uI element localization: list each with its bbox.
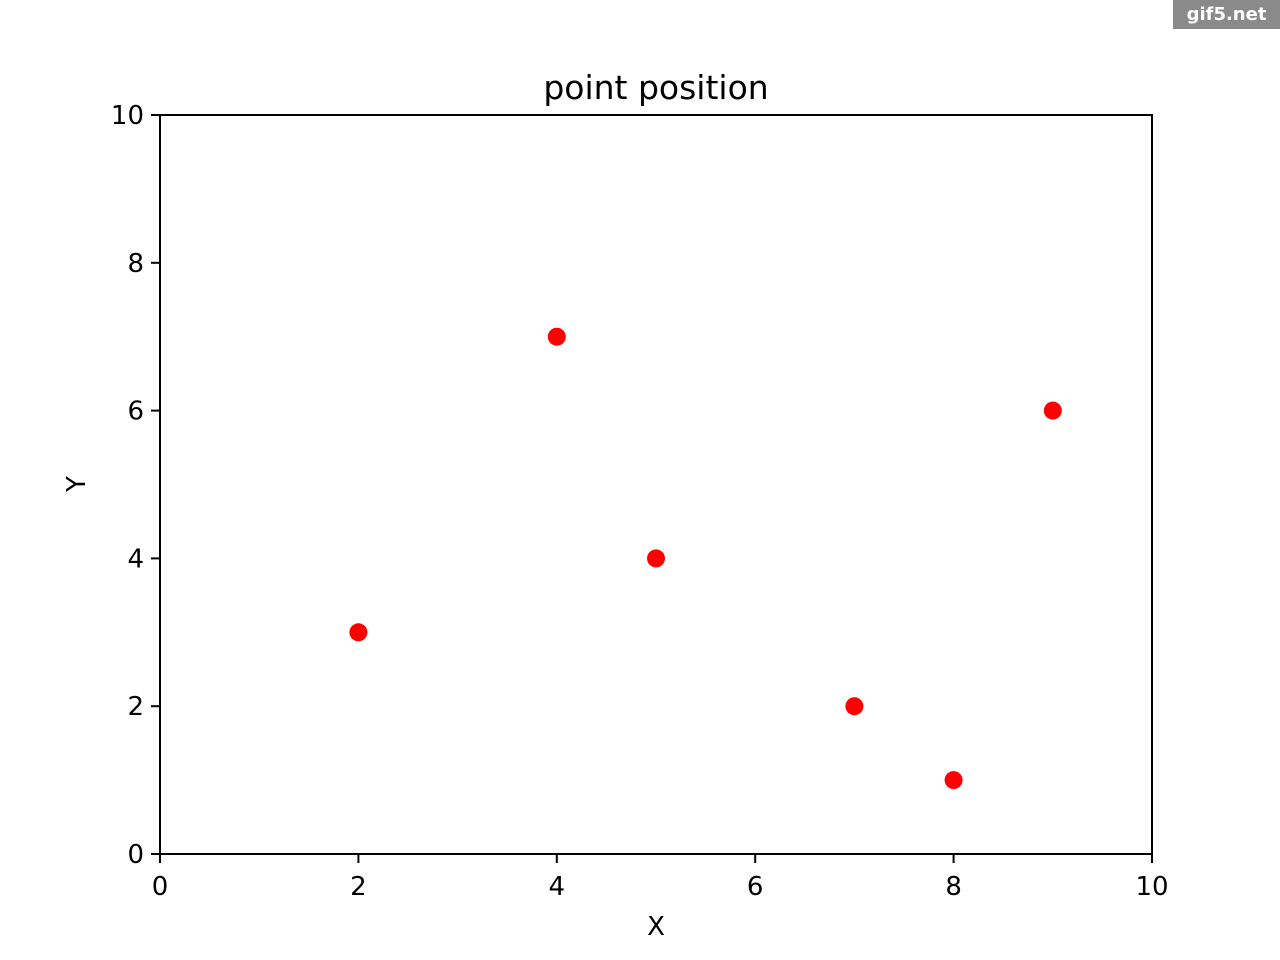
y-tick-label: 8 [127,249,144,279]
scatter-point [944,771,963,790]
x-tick-label: 4 [549,872,566,902]
data-points [349,327,1062,790]
x-tick-label: 10 [1135,872,1168,902]
y-tick-label: 4 [127,544,144,574]
watermark: gif5.net [1173,0,1280,29]
x-tick-label: 8 [945,872,962,902]
y-axis-label: Y [62,476,92,493]
chart-title: point position [543,68,768,107]
x-tick-label: 0 [152,872,169,902]
plot-frame [159,114,1153,855]
scatter-point [845,697,864,716]
x-tick-label: 6 [747,872,764,902]
x-tick-label: 2 [350,872,367,902]
y-tick-label: 10 [111,101,144,131]
y-tick-label: 6 [127,397,144,427]
x-axis-ticks: 0 2 4 6 8 10 [152,854,1169,902]
x-axis-label: X [647,912,665,942]
scatter-point [647,549,665,568]
scatter-point [547,327,566,346]
scatter-point [1043,401,1062,420]
scatter-point [349,623,368,642]
y-tick-label: 0 [127,840,144,870]
y-axis-ticks: 0 2 4 6 8 10 [111,101,160,870]
y-tick-label: 2 [127,692,144,722]
